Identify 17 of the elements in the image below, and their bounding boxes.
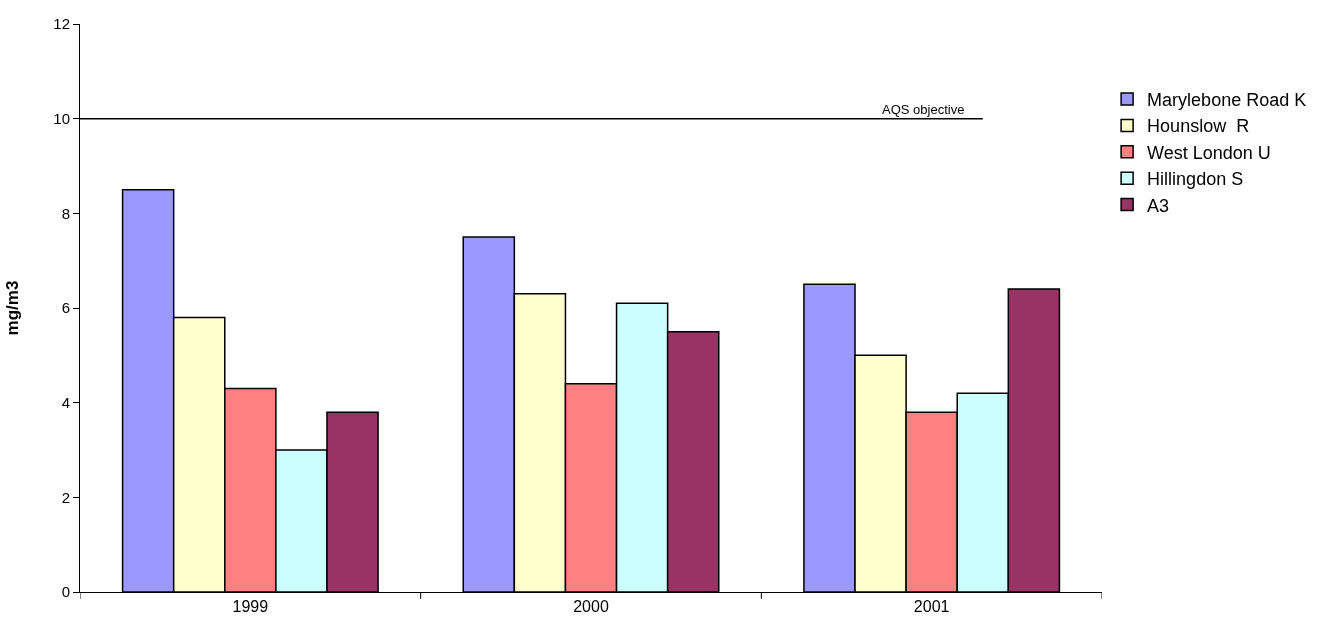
y-tick-label: 2	[61, 488, 70, 506]
legend-label: Marylebone Road K	[1147, 90, 1307, 111]
ref-line-label: AQS objective	[882, 102, 965, 117]
x-tick-label: 2001	[913, 598, 950, 616]
y-tick-label: 10	[53, 109, 70, 127]
y-tick-label: 0	[61, 583, 70, 601]
y-tick-label: 12	[53, 15, 70, 33]
y-tick-label: 8	[61, 204, 70, 222]
y-tick-label: 6	[61, 299, 70, 317]
legend-label: Hillingdon S	[1147, 169, 1244, 190]
y-tick-label: 4	[61, 393, 70, 411]
legend-label: West London U	[1147, 142, 1271, 163]
x-tick-label: 2000	[573, 598, 609, 616]
legend-label: A3	[1147, 195, 1170, 216]
x-tick-label: 1999	[232, 598, 269, 616]
y-axis-title: mg/m3	[2, 280, 22, 336]
legend-label: Hounslow R	[1147, 116, 1250, 137]
